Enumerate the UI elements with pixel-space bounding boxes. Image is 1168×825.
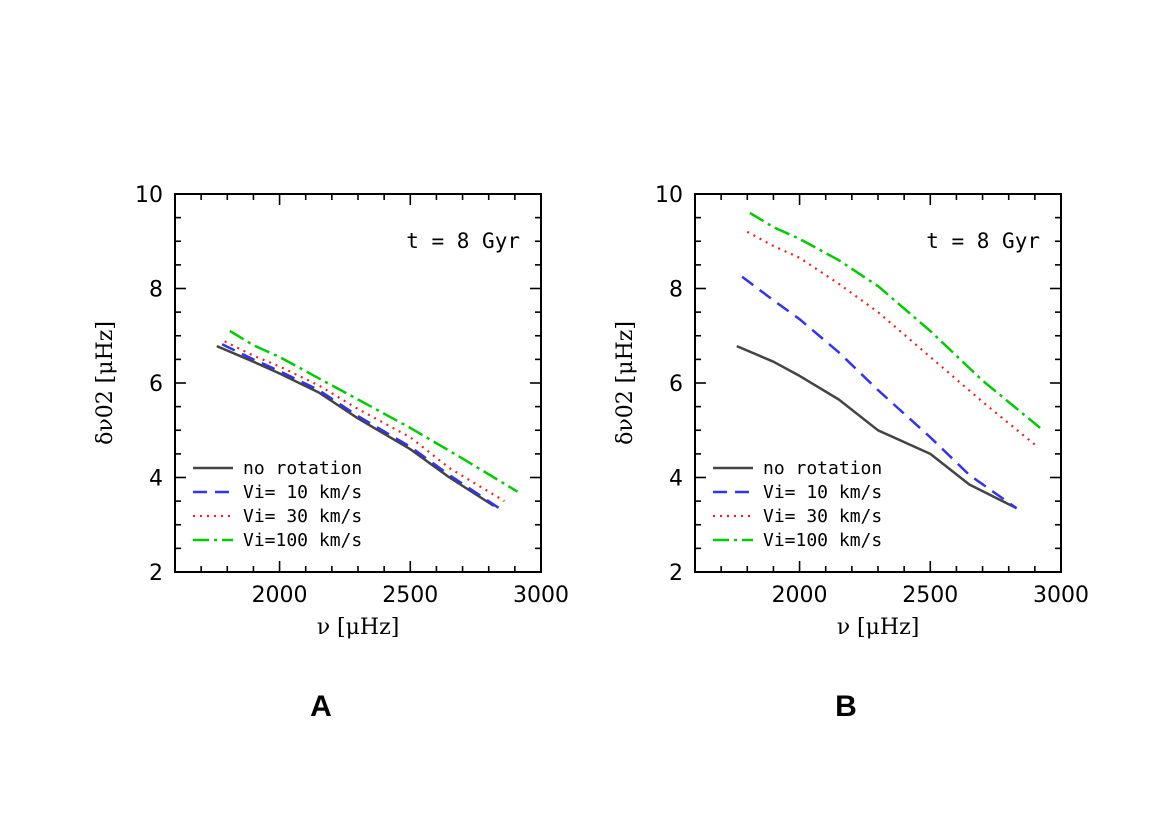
y-tick-labels-b: 2 4 6 8 10 (655, 183, 683, 586)
y-axis-title-a: δν02 [μHz] (93, 321, 118, 445)
x-tick-label: 2000 (772, 583, 828, 608)
y-tick-label: 6 (669, 372, 683, 397)
y-tick-labels-a: 2 4 6 8 10 (135, 183, 163, 586)
x-tick-label: 3000 (513, 583, 569, 608)
y-tick-label: 8 (669, 278, 683, 303)
y-tick-label: 2 (149, 561, 163, 586)
panel-label-b: B (835, 690, 857, 723)
legend-label: Vi= 30 km/s (763, 506, 882, 527)
series-line (741, 275, 1018, 510)
x-tick-label: 3000 (1033, 583, 1089, 608)
x-tick-label: 2500 (902, 583, 958, 608)
x-tick-label: 2500 (382, 583, 438, 608)
ticks-b (694, 193, 1062, 573)
x-tick-labels-a: 2000 2500 3000 (252, 583, 569, 608)
legend-label: Vi= 10 km/s (243, 482, 362, 503)
x-axis-title-b: ν [μHz] (837, 615, 920, 640)
y-tick-label: 6 (149, 372, 163, 397)
legend-b: no rotation Vi= 10 km/s Vi= 30 km/s Vi=100 … (713, 458, 882, 551)
ticks-a (174, 193, 542, 573)
y-axis-title-b: δν02 [μHz] (613, 321, 638, 445)
y-tick-label: 10 (135, 183, 163, 208)
panel-a: 2000 2500 3000 2 4 6 8 10 t = 8 Gyr ν [μHz] δν… (93, 183, 569, 723)
annotation-a: t = 8 Gyr (406, 229, 520, 253)
series-line (229, 329, 519, 493)
series-line (216, 344, 495, 507)
annotation-b: t = 8 Gyr (926, 229, 1040, 253)
y-tick-label: 8 (149, 278, 163, 303)
legend-label: Vi= 10 km/s (763, 482, 882, 503)
panel-label-a: A (310, 690, 332, 723)
y-tick-label: 10 (655, 183, 683, 208)
series-lines-b (736, 211, 1041, 510)
series-line (736, 344, 1018, 510)
legend-label: Vi= 30 km/s (243, 506, 362, 527)
y-tick-label: 4 (149, 467, 163, 492)
legend-label: Vi=100 km/s (763, 530, 882, 551)
series-line (224, 340, 505, 503)
panel-b: 2000 2500 3000 2 4 6 8 10 t = 8 Gyr ν [μHz] δν… (613, 183, 1089, 723)
x-tick-label: 2000 (252, 583, 308, 608)
series-line (749, 211, 1041, 429)
legend-label: no rotation (763, 458, 882, 479)
x-tick-labels-b: 2000 2500 3000 (772, 583, 1089, 608)
legend-label: no rotation (243, 458, 362, 479)
series-line (746, 230, 1039, 448)
legend-label: Vi=100 km/s (243, 530, 362, 551)
series-lines-a (216, 329, 519, 510)
y-tick-label: 4 (669, 467, 683, 492)
y-tick-label: 2 (669, 561, 683, 586)
series-line (221, 343, 500, 510)
x-axis-title-a: ν [μHz] (317, 615, 400, 640)
legend-a: no rotation Vi= 10 km/s Vi= 30 km/s Vi=100 … (193, 458, 362, 551)
